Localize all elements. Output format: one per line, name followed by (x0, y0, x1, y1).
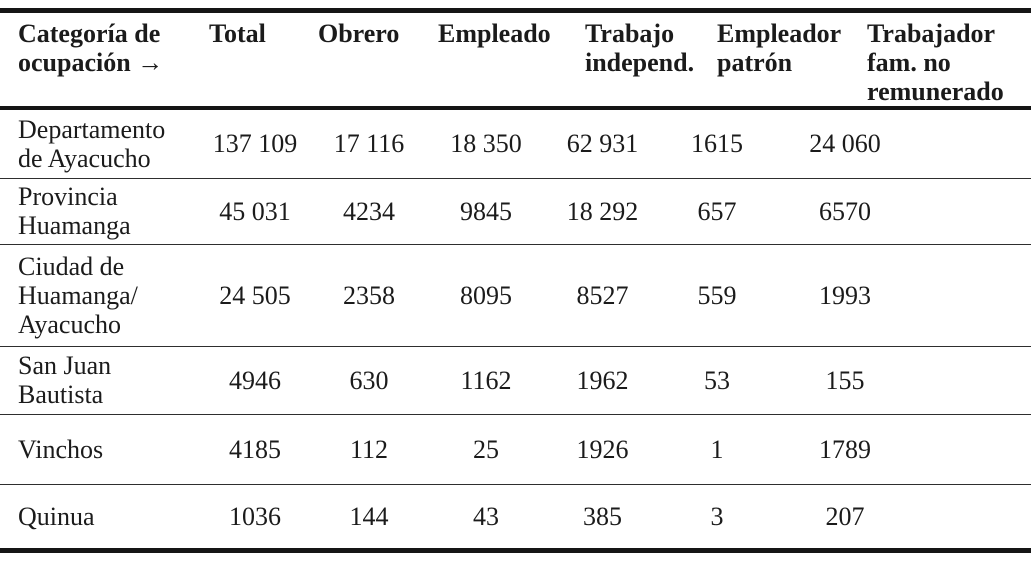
table-body: Departamento de Ayacucho 137 109 17 116 18 … (0, 108, 1031, 550)
cell-value: 8095 (460, 280, 512, 310)
cell-value: 207 (825, 501, 865, 531)
cell-value: 18 350 (450, 129, 522, 159)
row-label: Provincia Huamanga (18, 182, 131, 240)
cell-value: 4234 (343, 196, 395, 226)
row-label: Vinchos (18, 434, 104, 464)
cell-value: 1615 (691, 129, 743, 159)
cell-value: 1 (710, 434, 724, 464)
cell-value: 630 (349, 365, 389, 395)
cell-value: 4185 (229, 434, 281, 464)
cell-value: 24 060 (809, 129, 881, 159)
cell-value: 53 (704, 365, 730, 395)
occupation-category-table: Categoría de ocupación → Total Obrero Em… (0, 8, 1031, 553)
cell-value: 155 (825, 365, 865, 395)
col-header-obrero: Obrero (318, 19, 400, 48)
col-header-trabajador-fam-no-remunerado: Trabajador fam. no remunerado (867, 19, 1004, 106)
cell-value: 45 031 (219, 196, 291, 226)
cell-value: 25 (473, 434, 499, 464)
cell-value: 24 505 (219, 280, 291, 310)
cell-value: 6570 (819, 196, 871, 226)
table-row: Provincia Huamanga 45 031 4234 9845 18 292 65… (0, 178, 1031, 244)
row-label: Departamento de Ayacucho (18, 114, 166, 173)
cell-value: 657 (697, 196, 737, 226)
cell-value: 9845 (460, 196, 512, 226)
table-row: Quinua 1036 144 43 385 3 207 (0, 484, 1031, 550)
cell-value: 1162 (460, 365, 512, 395)
cell-value: 8527 (576, 280, 629, 310)
cell-value: 559 (697, 280, 737, 310)
cell-value: 4946 (229, 365, 281, 395)
cell-value: 137 109 (212, 129, 298, 159)
cell-value: 144 (349, 501, 389, 531)
table-row: Departamento de Ayacucho 137 109 17 116 18 … (0, 108, 1031, 178)
col-header-trabajo-independ: Trabajo independ. (585, 19, 695, 77)
cell-value: 1962 (576, 365, 629, 395)
table-row: Ciudad de Huamanga/ Ayacucho 24 505 2358 80… (0, 244, 1031, 346)
header-row: Categoría de ocupación → Total Obrero Em… (0, 11, 1031, 108)
cell-value: 17 116 (333, 129, 405, 159)
page: Categoría de ocupación → Total Obrero Em… (0, 8, 1031, 553)
cell-value: 1789 (819, 434, 871, 464)
row-label: Ciudad de Huamanga/ Ayacucho (18, 251, 138, 339)
table-row: San Juan Bautista 4946 630 1162 1962 53 155 (0, 346, 1031, 414)
cell-value: 18 292 (566, 196, 639, 226)
cell-value: 43 (473, 501, 499, 531)
col-header-empleado: Empleado (438, 19, 551, 48)
col-header-total: Total (209, 19, 266, 48)
row-label: Quinua (18, 501, 95, 531)
cell-value: 112 (349, 434, 389, 464)
cell-value: 1036 (229, 501, 281, 531)
col-header-empleador-patron: Empleador patrón (717, 19, 842, 77)
cell-value: 1993 (819, 280, 871, 310)
table-row: Vinchos 4185 112 25 1926 1 1789 (0, 414, 1031, 484)
cell-value: 62 931 (566, 129, 639, 159)
col-header-categoria-de-ocupacion: Categoría de ocupación → (18, 19, 164, 77)
cell-value: 385 (583, 501, 622, 531)
cell-value: 2358 (343, 280, 395, 310)
row-label: San Juan Bautista (18, 351, 112, 409)
cell-value: 3 (710, 501, 724, 531)
cell-value: 1926 (576, 434, 629, 464)
